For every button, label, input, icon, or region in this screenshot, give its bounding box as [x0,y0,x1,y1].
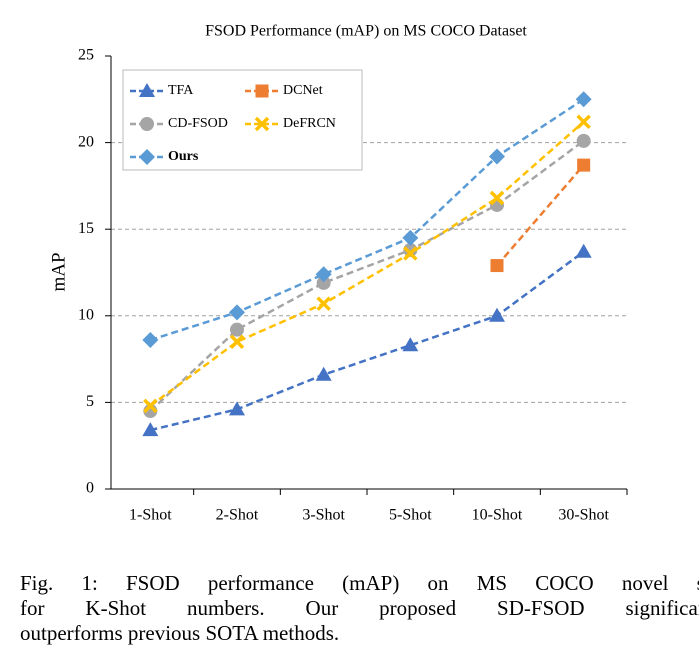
marker [490,259,504,273]
chart: FSOD Performance (mAP) on MS COCO Datase… [48,23,628,524]
marker [402,337,419,352]
marker [229,334,245,350]
legend-box [122,69,363,171]
series-line [149,98,585,342]
x-tick-label: 2-Shot [216,507,259,524]
marker [575,91,592,108]
marker [142,332,159,349]
marker [316,275,331,290]
marker [402,229,419,246]
marker [489,190,505,206]
legend-label: DeFRCN [283,116,336,131]
chart-title: FSOD Performance (mAP) on MS COCO Datase… [205,23,527,40]
marker [140,117,154,131]
y-tick-label: 25 [78,47,94,64]
marker [139,83,155,97]
marker [143,398,158,414]
marker [576,133,591,148]
marker [315,266,332,283]
marker [489,307,505,322]
marker [229,304,245,321]
series-line [149,120,585,407]
y-axis-label: mAP [48,252,69,291]
marker [315,366,332,381]
y-tick-label: 15 [78,220,94,237]
marker [142,422,159,437]
series-line [149,139,585,412]
marker [255,84,269,98]
legend-label: Ours [168,149,199,164]
legend: TFA DCNet CD-FSOD DeFRCN Ours [122,69,363,171]
series-line [150,250,585,432]
y-tick-label: 0 [86,480,94,497]
marker [229,401,245,416]
legend-label: DCNet [283,83,323,98]
caption: outperforms previous SOTA methods. [20,621,340,645]
x-tick-label: 1-Shot [129,507,172,524]
x-tick-label: 3-Shot [302,507,345,524]
legend-label: CD-FSOD [168,116,228,131]
marker [230,322,244,337]
y-tick-label: 5 [86,393,94,410]
marker [577,158,591,172]
caption: Fig. 1: FSOD performance (mAP) on MS COC… [20,571,699,595]
caption: for K-Shot numbers. Our proposed SD-FSOD… [20,596,699,620]
x-tick-label: 30-Shot [558,507,609,524]
x-tick-label: 10-Shot [472,507,523,524]
series-line [496,164,585,267]
marker [139,149,155,165]
marker [316,296,331,311]
marker [575,243,592,258]
marker [489,148,505,165]
x-tick-label: 5-Shot [389,507,432,524]
y-tick-label: 20 [78,133,94,150]
y-tick-label: 10 [78,306,94,323]
marker [254,116,270,132]
marker [403,242,418,257]
legend-label: TFA [168,83,194,98]
marker [576,114,591,130]
marker [403,246,418,261]
